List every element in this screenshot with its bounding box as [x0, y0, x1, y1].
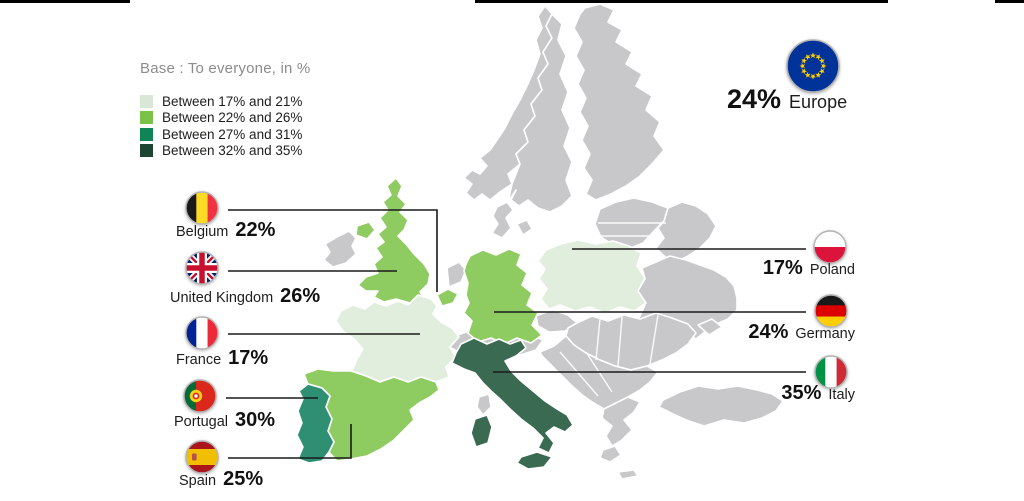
legend-item: Between 32% and 35%: [140, 143, 310, 160]
country-value: 17%: [228, 347, 269, 369]
country-value: 22%: [235, 219, 276, 241]
country-value: 35%: [781, 382, 822, 404]
connector-belgium: [228, 209, 438, 292]
italy-label: 35% Italy: [723, 382, 855, 405]
country-value: 24%: [748, 321, 789, 343]
map-region-finland: [573, 3, 665, 201]
united-kingdom-flag-icon: [185, 251, 219, 285]
country-value: 30%: [235, 409, 276, 431]
europe-badge-label: 24% Europe: [727, 84, 847, 115]
map-region-sicily: [516, 451, 553, 470]
map-region-turkey: [658, 385, 784, 427]
united-kingdom-label: United Kingdom 26%: [170, 285, 320, 308]
country-name: Germany: [795, 326, 855, 342]
eu-flag-icon: [786, 39, 840, 93]
map-region-belgium: [436, 288, 459, 307]
legend-swatch-22-26: [140, 111, 153, 125]
country-value: 17%: [762, 257, 803, 279]
legend-swatch-27-31: [140, 127, 153, 141]
country-name: Italy: [828, 387, 855, 403]
map-region-poland: [537, 239, 647, 314]
top-rule-left: [0, 0, 130, 3]
poland-flag-icon: [813, 230, 847, 264]
europe-value: 24%: [727, 84, 782, 114]
map-region-sweden: [507, 13, 573, 213]
map-regions-no-data: [323, 3, 784, 480]
map-region-portugal: [296, 383, 335, 464]
map-region-greece: [601, 396, 641, 447]
belgium-flag-icon: [185, 191, 219, 225]
top-rule-center: [475, 0, 888, 3]
map-region-ireland: [323, 230, 357, 268]
europe-name: Europe: [789, 92, 848, 112]
legend-swatch-32-35: [140, 144, 153, 158]
france-label: France 17%: [176, 347, 268, 370]
france-flag-icon: [185, 316, 219, 350]
country-name: United Kingdom: [170, 290, 274, 306]
map-region-northern-ireland: [355, 221, 376, 240]
map-region-crete: [617, 469, 639, 480]
legend-label: Between 27% and 31%: [162, 126, 303, 142]
country-name: Portugal: [174, 414, 229, 430]
germany-flag-icon: [814, 294, 848, 328]
map-region-corsica: [476, 393, 492, 416]
portugal-label: Portugal 30%: [174, 409, 275, 432]
italy-flag-icon: [814, 355, 848, 389]
map-regions-data: [296, 177, 647, 470]
country-name: Spain: [179, 473, 217, 489]
map-region-netherlands: [446, 261, 467, 288]
legend-title: Base : To everyone, in %: [140, 60, 311, 77]
connector-spain: [228, 424, 352, 459]
map-region-germany: [463, 248, 543, 345]
map-region-sardinia: [470, 414, 493, 448]
legend-label: Between 17% and 21%: [162, 93, 303, 109]
belgium-label: Belgium 22%: [176, 219, 275, 242]
spain-label: Spain 25%: [179, 468, 263, 491]
legend-label: Between 22% and 26%: [162, 110, 303, 126]
legend-label: Between 32% and 35%: [162, 143, 303, 159]
country-name: France: [176, 352, 222, 368]
map-region-denmark-isles: [516, 219, 533, 236]
map-region-united-kingdom: [357, 177, 431, 304]
map-region-france: [335, 294, 460, 383]
legend: Base : To everyone, in % Between 17% and…: [140, 60, 310, 159]
legend-item: Between 17% and 21%: [140, 93, 310, 110]
map-region-denmark: [491, 201, 514, 239]
country-name: Belgium: [176, 224, 229, 240]
legend-item: Between 27% and 31%: [140, 126, 310, 143]
country-value: 25%: [223, 468, 264, 490]
legend-item: Between 22% and 26%: [140, 110, 310, 127]
map-region-crimea: [697, 318, 723, 336]
country-name: Poland: [809, 262, 855, 278]
country-value: 26%: [280, 285, 321, 307]
connector-lines: [226, 209, 806, 459]
top-rule-right: [995, 0, 1024, 3]
spain-flag-icon: [185, 440, 219, 474]
germany-label: 24% Germany: [723, 321, 855, 344]
map-region-peloponnese: [599, 445, 622, 463]
map-inner-borders: [559, 222, 666, 397]
portugal-flag-icon: [183, 379, 217, 413]
legend-swatch-17-21: [140, 94, 153, 108]
map-region-italy: [451, 337, 574, 454]
map-region-russia-west: [655, 201, 717, 263]
poland-label: 17% Poland: [723, 257, 855, 280]
